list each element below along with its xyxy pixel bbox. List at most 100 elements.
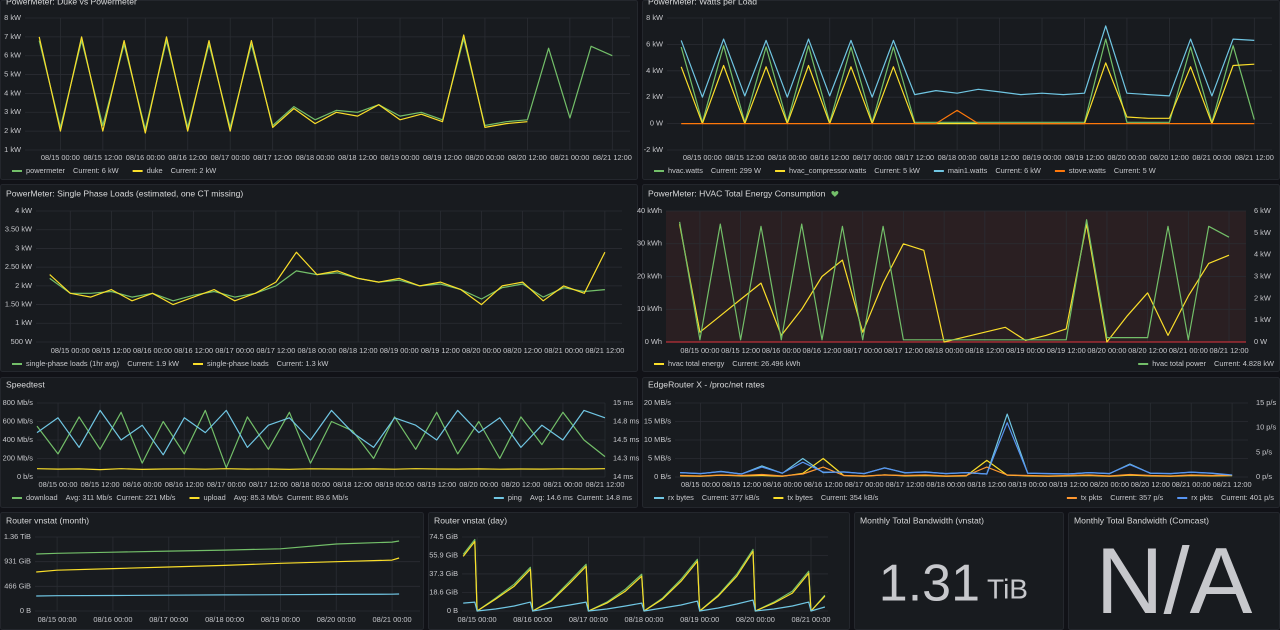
y-tick-label: 400 Mb/s (3, 435, 34, 444)
x-tick-label: 08/16 12:00 (165, 480, 204, 489)
panel-title: PowerMeter: HVAC Total Energy Consumptio… (648, 188, 826, 198)
legend-stats: Current: 299 W (711, 166, 761, 175)
x-tick-label: 08/17 00:00 (845, 480, 884, 489)
panel-title: PowerMeter: Single Phase Loads (estimate… (6, 188, 243, 198)
x-tick-label: 08/18 00:00 (296, 153, 335, 162)
x-tick-label: 08/16 00:00 (123, 480, 162, 489)
y-tick-label: 500 W (11, 337, 32, 346)
series-line (36, 557, 400, 573)
series-line (462, 540, 826, 612)
y2-tick-label: 0 W (1254, 337, 1267, 346)
x-tick-label: 08/16 00:00 (126, 153, 165, 162)
series-line (36, 593, 400, 597)
x-tick-label: 08/21 12:00 (585, 346, 624, 355)
x-tick-label: 08/20 12:00 (501, 480, 540, 489)
legend-stats: Current: 5 W (1114, 166, 1156, 175)
y-tick-label: 6 kW (646, 39, 663, 48)
legend-stats: Current: 2 kW (171, 166, 217, 175)
series-line (463, 599, 826, 612)
series-line (680, 25, 1255, 98)
x-tick-label: 08/16 12:00 (802, 346, 841, 355)
x-tick-label: 08/20 00:00 (1107, 153, 1146, 162)
x-tick-label: 08/18 12:00 (965, 346, 1004, 355)
panel-title: Monthly Total Bandwidth (Comcast) (1074, 515, 1209, 525)
legend-stats: Current: 357 p/s (1110, 493, 1163, 502)
x-tick-label: 08/18 00:00 (625, 615, 664, 624)
x-tick-label: 08/19 00:00 (1006, 346, 1045, 355)
x-tick-label: 08/21 12:00 (585, 480, 624, 489)
panel (0, 0, 638, 180)
x-tick-label: 08/17 00:00 (569, 615, 608, 624)
x-tick-label: 08/16 00:00 (762, 346, 801, 355)
legend-stats: Current: 6 kW (73, 166, 119, 175)
x-tick-label: 08/18 12:00 (339, 346, 378, 355)
y2-tick-label: 1 kW (1254, 315, 1271, 324)
y-tick-label: 1.50 kW (5, 300, 32, 309)
x-tick-label: 08/15 12:00 (92, 346, 131, 355)
y-tick-label: 600 Mb/s (3, 416, 34, 425)
panel-title: Router vnstat (month) (6, 515, 89, 525)
x-tick-label: 08/16 12:00 (174, 346, 213, 355)
x-tick-label: 08/18 12:00 (333, 480, 372, 489)
legend-label: main1.watts (948, 166, 988, 175)
y-tick-label: 10 MB/s (644, 435, 671, 444)
x-tick-label: 08/19 00:00 (680, 615, 719, 624)
y-tick-label: 1 kW (15, 318, 32, 327)
y2-tick-label: 3 kW (1254, 271, 1271, 280)
y-tick-label: 2 kW (15, 281, 32, 290)
y-tick-label: 0 B (447, 606, 458, 615)
x-tick-label: 08/20 12:00 (1150, 153, 1189, 162)
y-tick-label: 7 kW (4, 32, 21, 41)
legend-label: download (26, 493, 58, 502)
legend-label: hvac_compressor.watts (789, 166, 867, 175)
x-tick-label: 08/17 00:00 (215, 346, 254, 355)
x-tick-label: 08/19 12:00 (1049, 480, 1088, 489)
x-tick-label: 08/20 00:00 (736, 615, 775, 624)
stat-unit: TiB (987, 573, 1028, 604)
y2-tick-label: 6 kW (1254, 206, 1271, 215)
legend-label: single-phase loads (207, 359, 269, 368)
x-tick-label: 08/17 00:00 (211, 153, 250, 162)
series-line (36, 409, 606, 469)
x-tick-label: 08/16 12:00 (168, 153, 207, 162)
x-tick-label: 08/15 00:00 (458, 615, 497, 624)
x-tick-label: 08/21 00:00 (543, 480, 582, 489)
legend-label: hvac.watts (668, 166, 703, 175)
x-tick-label: 08/18 12:00 (980, 153, 1019, 162)
series-line (680, 466, 1233, 477)
y-tick-label: 800 Mb/s (3, 398, 34, 407)
x-tick-label: 08/21 12:00 (593, 153, 632, 162)
x-tick-label: 08/15 00:00 (39, 480, 78, 489)
y2-tick-label: 14.3 ms (613, 453, 640, 462)
y-tick-label: 74.5 GiB (429, 532, 458, 541)
x-tick-label: 08/21 12:00 (1210, 346, 1249, 355)
x-tick-label: 08/16 00:00 (763, 480, 802, 489)
x-tick-label: 08/19 00:00 (1023, 153, 1062, 162)
y-tick-label: 4 kW (4, 88, 21, 97)
x-tick-label: 08/18 00:00 (925, 346, 964, 355)
y-tick-label: 2 kW (4, 126, 21, 135)
y-tick-label: 15 MB/s (644, 416, 671, 425)
x-tick-label: 08/17 12:00 (884, 346, 923, 355)
y-tick-label: 2.50 kW (5, 262, 32, 271)
y-tick-label: 0 W (650, 119, 663, 128)
x-tick-label: 08/20 12:00 (1128, 346, 1167, 355)
x-tick-label: 08/21 00:00 (550, 153, 589, 162)
x-tick-label: 08/16 00:00 (133, 346, 172, 355)
legend-label: stove.watts (1069, 166, 1106, 175)
y-tick-label: 0 B/s (654, 472, 671, 481)
y2-tick-label: 10 p/s (1256, 423, 1276, 432)
x-tick-label: 08/15 00:00 (38, 615, 77, 624)
y-tick-label: 6 kW (4, 51, 21, 60)
panel (0, 512, 424, 630)
y-tick-label: 8 kW (646, 13, 663, 22)
x-tick-label: 08/20 00:00 (465, 153, 504, 162)
x-tick-label: 08/17 12:00 (253, 153, 292, 162)
x-tick-label: 08/17 12:00 (256, 346, 295, 355)
x-tick-label: 08/17 00:00 (853, 153, 892, 162)
panel-title: Router vnstat (day) (434, 515, 507, 525)
panel-title: Monthly Total Bandwidth (vnstat) (860, 515, 984, 525)
x-tick-label: 08/16 12:00 (804, 480, 843, 489)
x-tick-label: 08/16 00:00 (513, 615, 552, 624)
